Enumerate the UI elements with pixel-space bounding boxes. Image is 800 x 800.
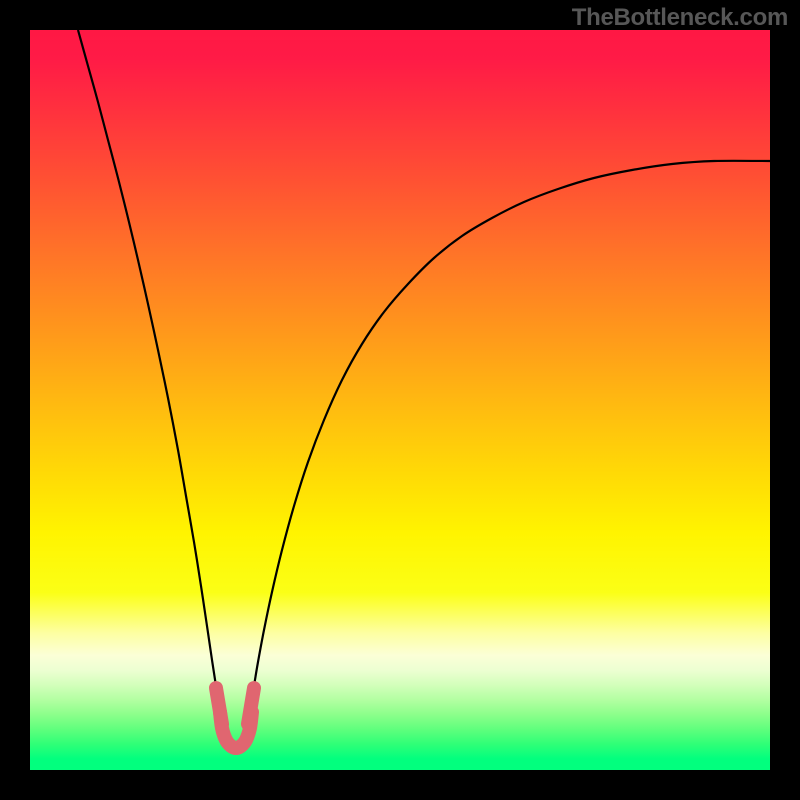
plot-area <box>30 30 770 770</box>
watermark-text: TheBottleneck.com <box>572 4 788 32</box>
chart-container: TheBottleneck.com <box>0 0 800 800</box>
bottleneck-curve-chart <box>30 30 770 770</box>
gradient-background <box>30 30 770 770</box>
